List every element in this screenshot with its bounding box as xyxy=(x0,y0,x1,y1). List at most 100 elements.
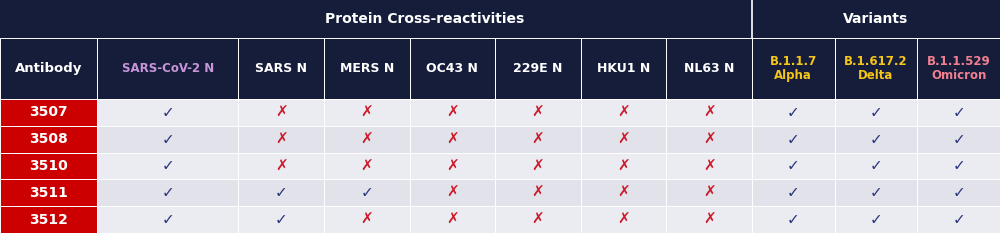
Text: ✓: ✓ xyxy=(787,158,800,174)
Bar xyxy=(238,206,324,233)
Bar xyxy=(917,38,1000,99)
Bar xyxy=(410,179,495,206)
Text: ✗: ✗ xyxy=(703,132,716,147)
Text: ✗: ✗ xyxy=(446,132,459,147)
Text: ✓: ✓ xyxy=(952,212,965,227)
Bar xyxy=(666,179,752,206)
Bar xyxy=(495,99,581,126)
Bar xyxy=(97,126,238,153)
Text: 3508: 3508 xyxy=(29,132,68,146)
Bar xyxy=(835,38,917,99)
Text: B.1.1.7
Alpha: B.1.1.7 Alpha xyxy=(770,55,817,82)
Text: ✓: ✓ xyxy=(161,132,174,147)
Bar xyxy=(752,206,835,233)
Bar xyxy=(835,126,917,153)
Text: 3511: 3511 xyxy=(29,186,68,200)
Text: ✗: ✗ xyxy=(446,105,459,120)
Bar xyxy=(0,38,97,99)
Text: ✗: ✗ xyxy=(703,158,716,174)
Bar xyxy=(324,153,410,179)
Bar xyxy=(410,153,495,179)
Bar xyxy=(410,206,495,233)
Text: ✓: ✓ xyxy=(161,105,174,120)
Text: ✗: ✗ xyxy=(617,105,630,120)
Bar xyxy=(0,179,97,206)
Text: OC43 N: OC43 N xyxy=(426,62,478,75)
Bar xyxy=(238,153,324,179)
Text: Antibody: Antibody xyxy=(15,62,82,75)
Text: ✗: ✗ xyxy=(703,105,716,120)
Bar xyxy=(238,126,324,153)
Text: 229E N: 229E N xyxy=(513,62,563,75)
Bar xyxy=(238,179,324,206)
Text: ✗: ✗ xyxy=(703,212,716,227)
Text: ✗: ✗ xyxy=(275,132,288,147)
Bar xyxy=(324,206,410,233)
Text: ✗: ✗ xyxy=(360,158,373,174)
Bar xyxy=(752,126,835,153)
Bar xyxy=(666,206,752,233)
Text: ✗: ✗ xyxy=(446,158,459,174)
Bar xyxy=(666,126,752,153)
Text: ✗: ✗ xyxy=(446,212,459,227)
Text: ✓: ✓ xyxy=(952,105,965,120)
Text: ✓: ✓ xyxy=(787,105,800,120)
Bar xyxy=(835,99,917,126)
Bar xyxy=(0,153,97,179)
Text: ✗: ✗ xyxy=(617,132,630,147)
Text: ✓: ✓ xyxy=(870,158,882,174)
Text: SARS N: SARS N xyxy=(255,62,307,75)
Text: Protein Cross-reactivities: Protein Cross-reactivities xyxy=(325,12,524,26)
Text: ✗: ✗ xyxy=(532,158,544,174)
Bar xyxy=(238,99,324,126)
Bar xyxy=(324,99,410,126)
Bar xyxy=(238,38,324,99)
Bar xyxy=(581,206,666,233)
Bar xyxy=(835,179,917,206)
Text: ✗: ✗ xyxy=(446,185,459,200)
Bar xyxy=(581,99,666,126)
Text: ✗: ✗ xyxy=(360,212,373,227)
Bar xyxy=(666,38,752,99)
Text: ✗: ✗ xyxy=(703,185,716,200)
Text: NL63 N: NL63 N xyxy=(684,62,734,75)
Bar xyxy=(410,126,495,153)
Text: ✗: ✗ xyxy=(532,132,544,147)
Text: ✗: ✗ xyxy=(617,158,630,174)
Bar xyxy=(752,99,835,126)
Bar xyxy=(752,0,1000,38)
Bar xyxy=(97,153,238,179)
Bar xyxy=(495,126,581,153)
Text: HKU1 N: HKU1 N xyxy=(597,62,650,75)
Text: ✗: ✗ xyxy=(275,158,288,174)
Bar xyxy=(495,153,581,179)
Bar xyxy=(666,153,752,179)
Bar xyxy=(666,99,752,126)
Text: ✓: ✓ xyxy=(952,132,965,147)
Text: ✗: ✗ xyxy=(360,105,373,120)
Bar xyxy=(581,153,666,179)
Text: ✗: ✗ xyxy=(617,212,630,227)
Text: B.1.1.529
Omicron: B.1.1.529 Omicron xyxy=(927,55,991,82)
Bar xyxy=(752,153,835,179)
Text: 3512: 3512 xyxy=(29,212,68,227)
Text: 3510: 3510 xyxy=(29,159,68,173)
Bar xyxy=(324,126,410,153)
Bar xyxy=(752,179,835,206)
Text: SARS-CoV-2 N: SARS-CoV-2 N xyxy=(122,62,214,75)
Text: ✗: ✗ xyxy=(532,185,544,200)
Bar xyxy=(752,38,835,99)
Text: ✓: ✓ xyxy=(870,212,882,227)
Bar xyxy=(410,99,495,126)
Text: ✓: ✓ xyxy=(787,185,800,200)
Text: ✓: ✓ xyxy=(161,158,174,174)
Text: B.1.617.2
Delta: B.1.617.2 Delta xyxy=(844,55,908,82)
Bar xyxy=(835,206,917,233)
Bar xyxy=(917,179,1000,206)
Bar xyxy=(97,99,238,126)
Bar xyxy=(917,206,1000,233)
Text: Variants: Variants xyxy=(843,12,909,26)
Bar xyxy=(835,153,917,179)
Bar xyxy=(97,206,238,233)
Bar xyxy=(0,99,97,126)
